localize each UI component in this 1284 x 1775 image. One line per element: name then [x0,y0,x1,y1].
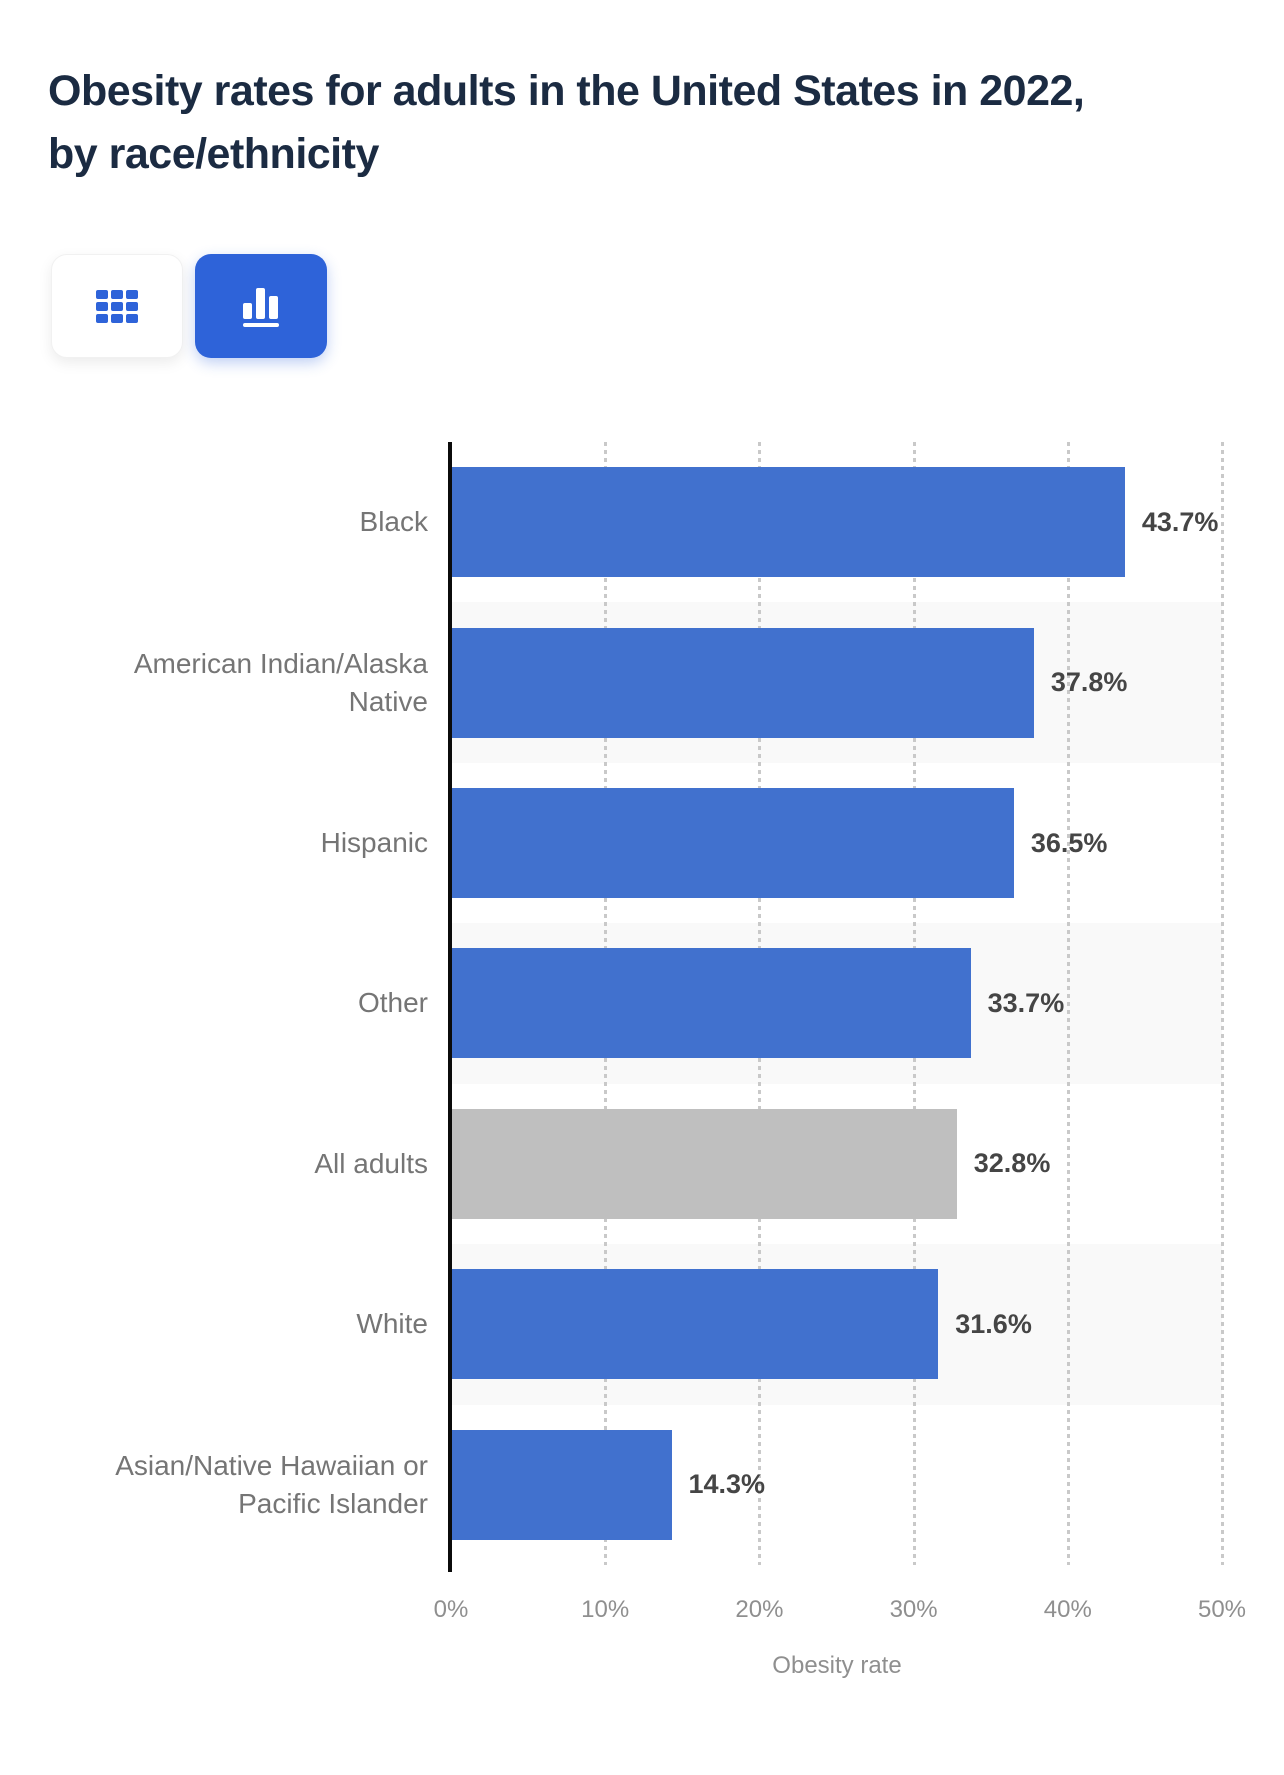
bar-asian-native-hawaiian-or-pacific-islander[interactable] [451,1429,672,1540]
x-tick-label: 20% [735,1596,784,1623]
category-label: American Indian/Alaska Native [133,647,428,717]
x-axis-title: Obesity rate [772,1652,902,1679]
chart-view-button[interactable] [195,254,327,358]
chart-row: 36.5% [451,763,1222,923]
page-title: Obesity rates for adults in the United S… [48,67,1085,178]
chart-row: 33.7% [451,923,1222,1084]
bar-value-label: 14.3% [688,1469,766,1500]
bar-white[interactable] [451,1269,939,1380]
category-labels: Black American Indian/Alaska Native Hispan… [108,442,428,1565]
x-tick-label: 30% [889,1596,938,1623]
bar-all-adults[interactable] [451,1108,957,1219]
bar-value-label: 33.7% [987,987,1065,1018]
bar-other[interactable] [451,948,971,1059]
category-label: Asian/Native Hawaiian or Pacific Islande… [115,1449,428,1519]
x-tick-label: 50% [1197,1596,1247,1623]
chart-row: 14.3% [451,1405,1222,1565]
bar-black[interactable] [451,467,1125,578]
gridline [1221,442,1224,1565]
bar-hispanic[interactable] [451,788,1014,899]
bar-value-label: 37.8% [1050,667,1128,698]
y-axis-line [448,442,452,1572]
view-toggle [51,254,327,358]
chart-row: 37.8% [451,602,1222,763]
gridline [1066,442,1070,1565]
x-tick-label: 10% [581,1596,630,1623]
bar-value-label: 31.6% [955,1308,1032,1339]
table-view-button[interactable] [51,254,183,358]
bar-value-label: 32.8% [973,1148,1051,1179]
chart-row: 32.8% [451,1084,1222,1244]
category-label: White [356,1308,428,1340]
category-label: Black [359,506,428,538]
grid-icon [96,289,138,323]
chart-row: 31.6% [451,1244,1222,1405]
bar-chart-icon [243,285,279,327]
bar-value-label: 43.7% [1141,506,1219,537]
category-label: All adults [314,1147,428,1179]
x-tick-label: 0% [433,1596,469,1623]
category-label: Other [357,987,428,1019]
category-label: Hispanic [320,827,428,859]
chart-row: 43.7% [451,442,1222,602]
bar-value-label: 36.5% [1030,827,1108,858]
x-tick-label: 40% [1043,1596,1092,1623]
plot-area: 43.7% 37.8% 36.5% 33.7% 32.8% 31.6% 14.3% [451,442,1224,1565]
bar-american-indian-alaska-native[interactable] [451,627,1034,738]
